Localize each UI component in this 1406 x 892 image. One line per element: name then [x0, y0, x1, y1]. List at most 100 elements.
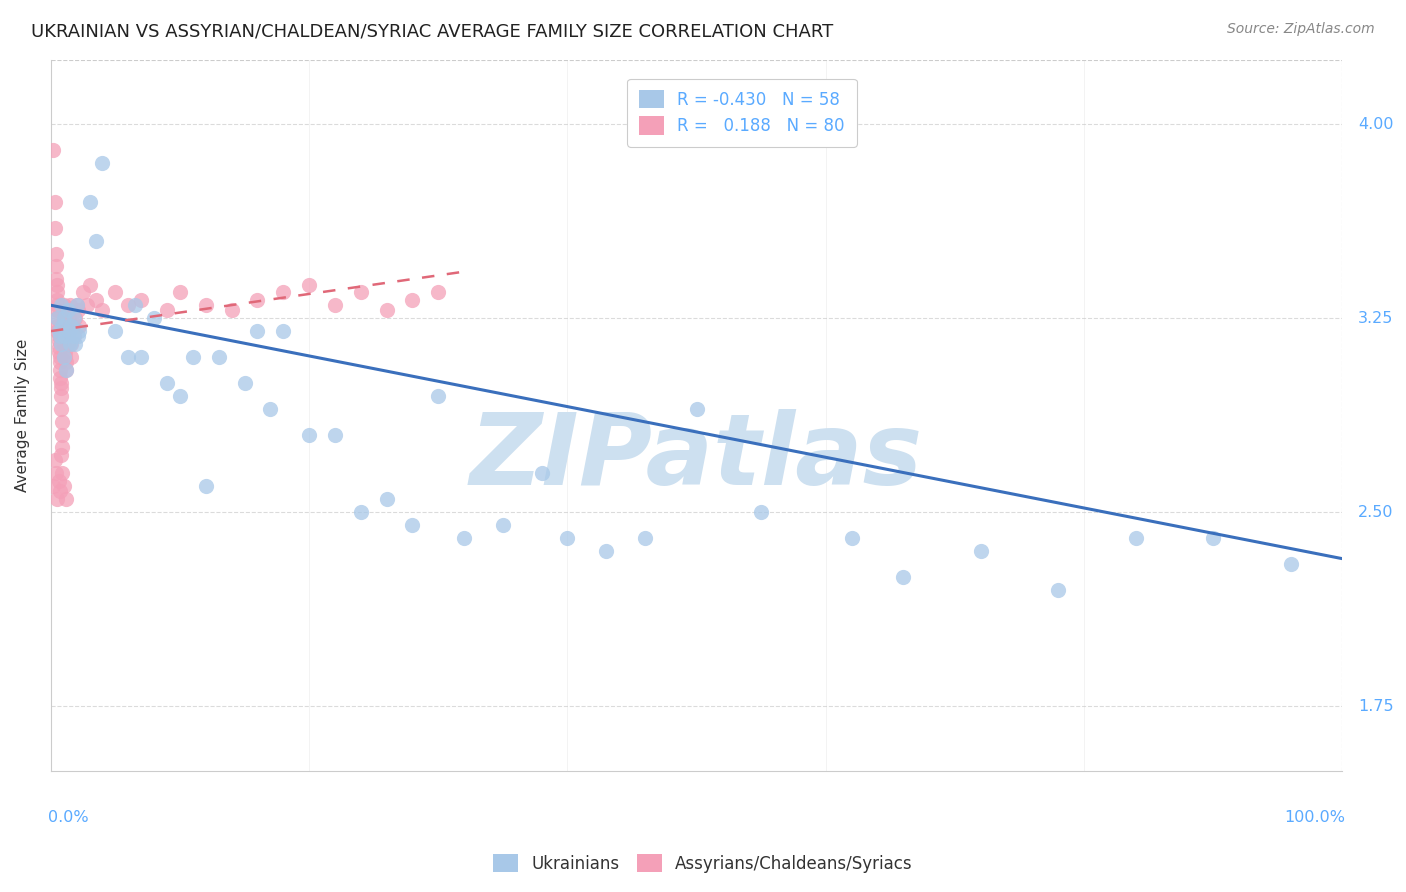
Text: Source: ZipAtlas.com: Source: ZipAtlas.com	[1227, 22, 1375, 37]
Point	[104, 324, 127, 338]
Point	[350, 285, 373, 300]
Point	[66, 298, 89, 312]
Point	[169, 389, 191, 403]
Point	[891, 570, 914, 584]
Point	[48, 474, 70, 488]
Point	[66, 329, 89, 343]
Point	[129, 293, 152, 307]
Point	[42, 143, 65, 157]
Point	[45, 467, 67, 481]
Point	[841, 531, 863, 545]
Point	[52, 311, 75, 326]
Point	[58, 311, 80, 326]
Point	[685, 401, 707, 416]
Point	[246, 324, 269, 338]
Point	[51, 337, 73, 351]
Point	[46, 298, 69, 312]
Point	[271, 285, 294, 300]
Point	[350, 505, 373, 519]
Point	[49, 484, 72, 499]
Point	[58, 324, 80, 338]
Point	[427, 389, 450, 403]
Point	[60, 318, 83, 333]
Point	[60, 337, 83, 351]
Point	[51, 401, 73, 416]
Point	[51, 427, 73, 442]
Point	[48, 324, 70, 338]
Point	[298, 427, 321, 442]
Point	[323, 298, 346, 312]
Point	[52, 350, 75, 364]
Point	[59, 298, 82, 312]
Point	[156, 303, 179, 318]
Point	[246, 293, 269, 307]
Point	[55, 355, 77, 369]
Point	[46, 303, 69, 318]
Point	[221, 303, 243, 318]
Point	[169, 285, 191, 300]
Point	[46, 318, 69, 333]
Point	[67, 318, 90, 333]
Point	[44, 220, 66, 235]
Point	[51, 389, 73, 403]
Point	[49, 355, 72, 369]
Point	[1279, 557, 1302, 571]
Point	[91, 303, 114, 318]
Point	[51, 415, 73, 429]
Point	[49, 329, 72, 343]
Point	[55, 363, 77, 377]
Point	[62, 329, 84, 343]
Point	[45, 272, 67, 286]
Point	[46, 293, 69, 307]
Point	[48, 334, 70, 349]
Point	[44, 194, 66, 209]
Point	[51, 381, 73, 395]
Point	[46, 492, 69, 507]
Point	[53, 344, 76, 359]
Point	[84, 293, 107, 307]
Point	[375, 492, 398, 507]
Point	[56, 303, 79, 318]
Point	[49, 370, 72, 384]
Point	[557, 531, 579, 545]
Point	[52, 479, 75, 493]
Point	[52, 324, 75, 338]
Point	[749, 505, 772, 519]
Point	[48, 340, 70, 354]
Point	[62, 318, 84, 333]
Point	[52, 298, 75, 312]
Point	[49, 350, 72, 364]
Point	[117, 350, 139, 364]
Point	[53, 350, 76, 364]
Point	[1125, 531, 1147, 545]
Point	[323, 427, 346, 442]
Point	[970, 544, 993, 558]
Point	[492, 518, 515, 533]
Point	[51, 298, 73, 312]
Point	[104, 285, 127, 300]
Point	[124, 298, 146, 312]
Point	[44, 453, 66, 467]
Point	[298, 277, 321, 292]
Point	[53, 329, 76, 343]
Point	[634, 531, 657, 545]
Point	[63, 311, 86, 326]
Point	[45, 246, 67, 260]
Point	[60, 350, 83, 364]
Point	[194, 298, 217, 312]
Point	[51, 448, 73, 462]
Point	[181, 350, 204, 364]
Point	[117, 298, 139, 312]
Point	[51, 376, 73, 390]
Legend: R = -0.430   N = 58, R =   0.188   N = 80: R = -0.430 N = 58, R = 0.188 N = 80	[627, 78, 856, 147]
Point	[65, 337, 87, 351]
Text: 3.25: 3.25	[1358, 310, 1393, 326]
Point	[271, 324, 294, 338]
Point	[156, 376, 179, 390]
Point	[66, 298, 89, 312]
Point	[67, 324, 90, 338]
Text: 0.0%: 0.0%	[48, 810, 89, 825]
Point	[59, 324, 82, 338]
Point	[91, 156, 114, 170]
Point	[46, 324, 69, 338]
